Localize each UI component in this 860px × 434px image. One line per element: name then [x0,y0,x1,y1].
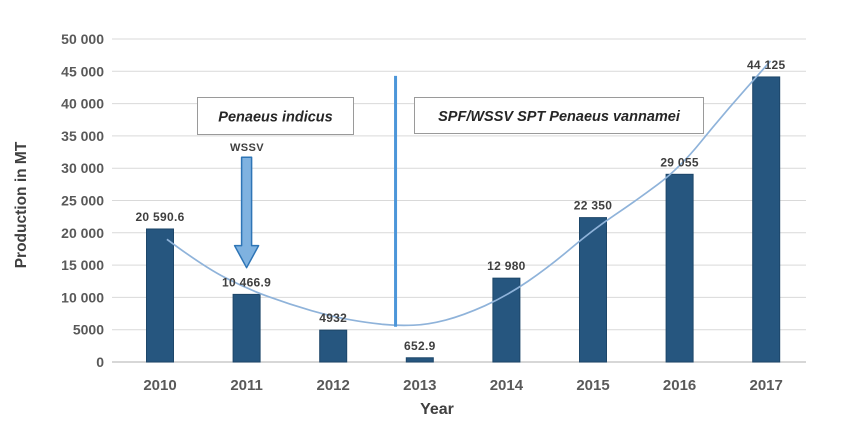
y-tick-label: 25 000 [61,193,104,209]
bar-2016 [665,173,694,363]
bar-2013 [405,357,434,363]
x-tick-label: 2015 [576,377,609,394]
x-tick-label: 2011 [230,377,263,394]
wssv-label: WSSV [230,142,264,154]
y-tick-label: 40 000 [61,96,104,112]
annotation-box-spf-wssv-vannamei [414,97,704,134]
trend-layer [166,60,772,327]
bar-value-label: 29 055 [660,155,699,169]
y-tick-label: 45 000 [61,63,104,79]
y-tick-label: 15 000 [61,257,104,273]
bar-2011 [232,293,261,363]
annotation-box-penaeus-indicus [197,97,354,135]
trend-line [166,60,772,327]
bar-2015 [579,217,607,363]
x-tick-label: 2010 [143,377,176,394]
bars-layer [146,76,781,363]
annotation-text-spf-wssv-vannamei: SPF/WSSV SPT Penaeus vannamei [438,109,681,125]
y-axis-title: Production in MT [13,141,30,268]
x-tick-label: 2013 [403,377,436,394]
gridlines-layer [112,38,806,363]
bar-2012 [319,329,348,363]
y-tick-label: 0 [96,354,104,370]
bar-value-label: 12 980 [487,259,526,273]
x-tick-label: 2016 [663,377,696,394]
annotation-text-penaeus-indicus: Penaeus indicus [218,110,332,126]
bar-value-label: 652.9 [404,339,436,353]
bar-value-label: 20 590.6 [135,210,184,224]
bar-value-label: 4932 [319,311,347,325]
bar-value-label: 22 350 [574,199,613,213]
annotations-layer [233,75,398,327]
x-tick-label: 2017 [750,377,783,394]
y-tick-label: 10 000 [61,289,104,305]
y-tick-label: 30 000 [61,160,104,176]
x-tick-label: 2012 [317,377,350,394]
bar-value-label: 44 125 [747,58,786,72]
y-tick-label: 5000 [73,322,104,338]
bar-value-label: 10 466.9 [222,275,271,289]
bar-2010 [146,228,174,363]
y-tick-label: 35 000 [61,128,104,144]
x-tick-label: 2014 [490,377,524,394]
wssv-down-arrow-icon [233,156,260,269]
bar-2014 [492,277,521,363]
y-tick-label: 20 000 [61,225,104,241]
x-axis-title: Year [420,401,454,418]
labels-layer: 0 5000 10 000 15 000 20 000 25 000 30 000 35 00… [61,31,785,394]
bar-2017 [752,76,781,363]
y-tick-label: 50 000 [61,31,104,47]
